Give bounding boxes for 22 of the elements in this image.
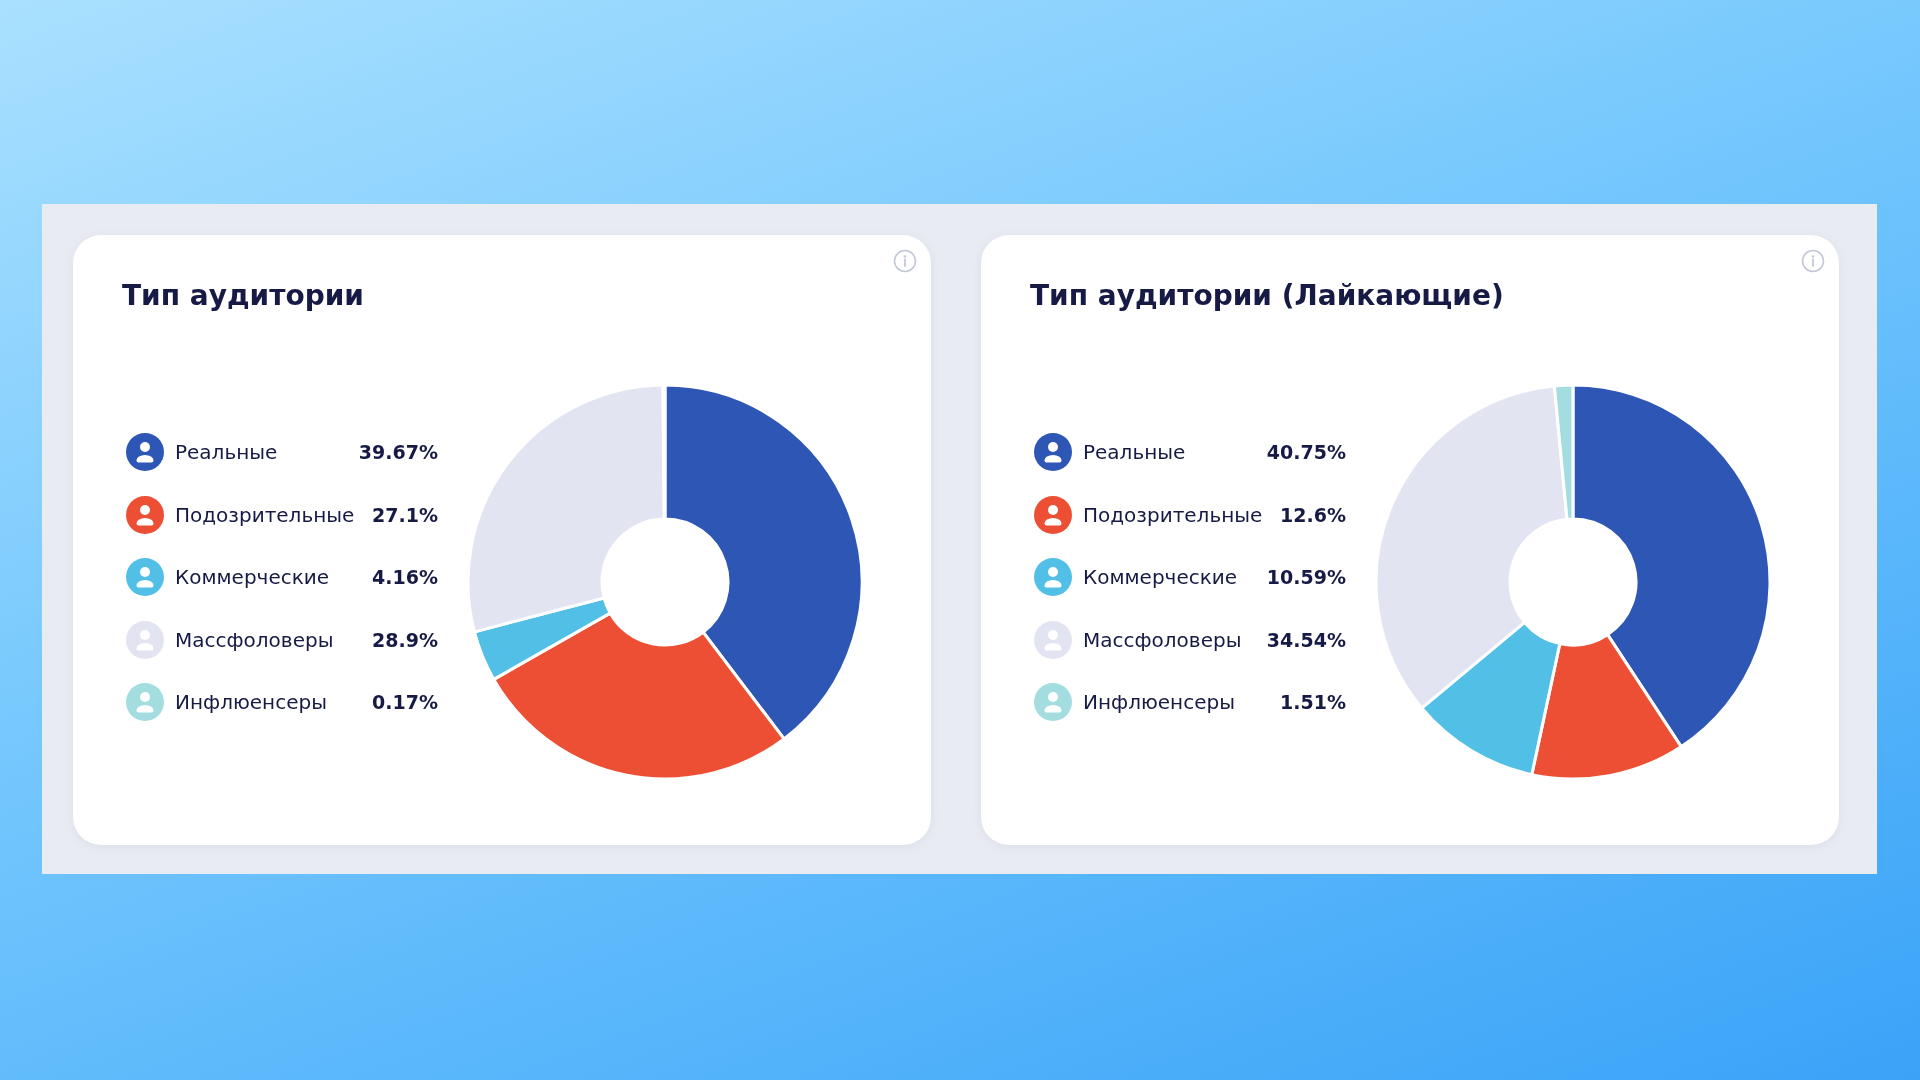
data-label: 1.51% [1280, 691, 1346, 713]
legend-label: Инфлюенсеры [175, 690, 328, 714]
legend-label: Коммерческие [175, 565, 331, 589]
legend-label: Массфоловеры [175, 627, 335, 652]
chart-title: Тип аудитории (Лайкающие) [1030, 279, 1504, 312]
data-label: 12.6% [1280, 503, 1346, 526]
data-label: 4.16% [372, 566, 438, 588]
legend-label: Коммерческие [1083, 565, 1239, 589]
legend-label: Реальные [175, 440, 279, 464]
data-label: 27.1% [372, 503, 438, 526]
legend-label: Массфоловеры [1083, 627, 1243, 652]
data-label: 0.17% [372, 691, 438, 713]
data-label: 39.67% [358, 441, 438, 463]
legend-label: Подозрительные [1083, 502, 1264, 527]
data-label: 10.59% [1266, 566, 1346, 588]
data-label: 28.9% [372, 628, 438, 651]
legend-label: Реальные [1083, 440, 1187, 464]
data-label: 34.54% [1266, 628, 1346, 651]
legend-label: Подозрительные [175, 502, 356, 527]
legend-label: Инфлюенсеры [1083, 690, 1236, 714]
data-label: 40.75% [1266, 441, 1346, 463]
chart-title: Тип аудитории [122, 279, 364, 312]
